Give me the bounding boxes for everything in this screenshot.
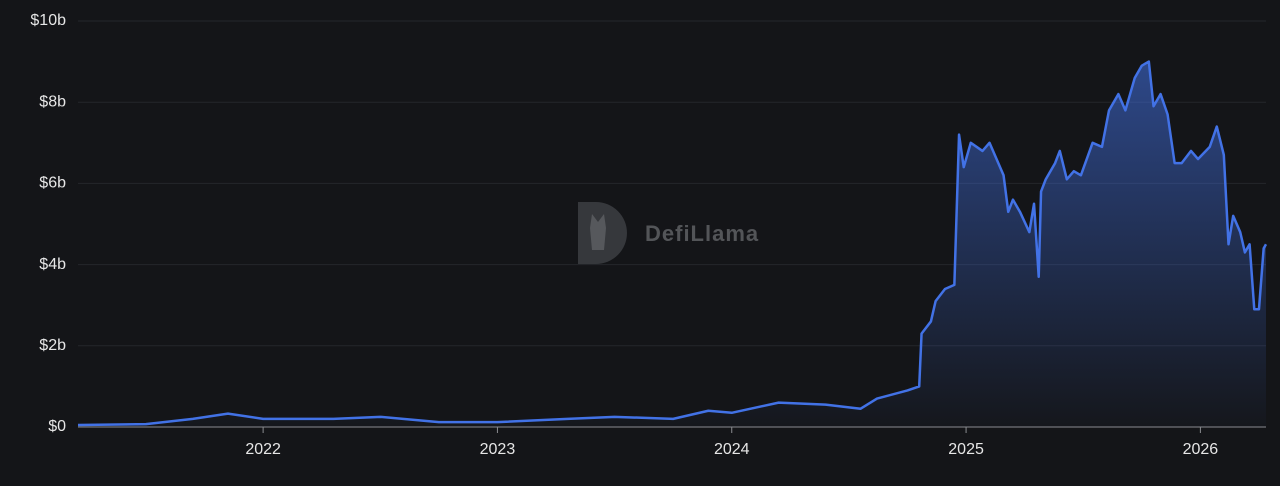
y-tick-label: $6b bbox=[39, 175, 66, 192]
y-tick-label: $8b bbox=[39, 93, 66, 110]
x-tick-label: 2022 bbox=[245, 441, 281, 458]
y-tick-label: $10b bbox=[30, 12, 66, 29]
x-tick-label: 2025 bbox=[948, 441, 984, 458]
y-tick-label: $2b bbox=[39, 337, 66, 354]
watermark: DefiLlama bbox=[578, 202, 759, 264]
x-tick-label: 2024 bbox=[714, 441, 750, 458]
line bbox=[77, 60, 1268, 427]
watermark-llama bbox=[590, 214, 606, 250]
y-tick-label: $0 bbox=[48, 418, 66, 435]
watermark-text: DefiLlama bbox=[645, 221, 759, 246]
y-tick-label: $4b bbox=[39, 256, 66, 273]
x-tick-label: 2023 bbox=[480, 441, 516, 458]
x-tick-label: 2026 bbox=[1183, 441, 1219, 458]
